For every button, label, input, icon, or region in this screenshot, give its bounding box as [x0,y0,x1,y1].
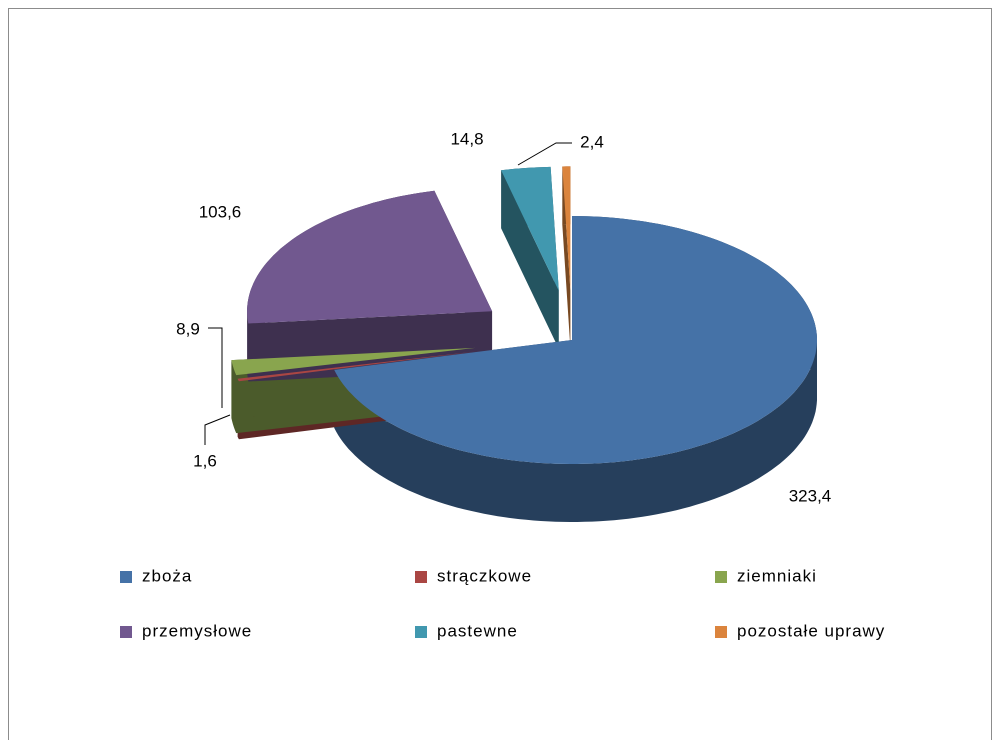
legend-label: przemysłowe [142,621,252,640]
legend-swatch [415,626,427,638]
leader-line [204,414,231,445]
legend-swatch [415,571,427,583]
labels: 323,4 1,6 8,9 103,6 14,8 2,4 zboża strączkowe zi… [120,129,885,640]
legend-label: zboża [142,566,192,585]
leader-line [517,142,572,166]
slice [237,351,477,382]
data-label: 323,4 [789,486,832,505]
slice [231,347,476,376]
legend-label: ziemniaki [737,566,817,585]
leader-line [208,327,223,408]
legend-label: pozostałe uprawy [737,621,885,640]
legend-swatch [715,571,727,583]
legend-swatch [120,571,132,583]
data-label: 103,6 [199,202,242,221]
pie-tops [231,166,817,464]
legend-label: strączkowe [437,566,532,585]
data-label: 1,6 [193,451,217,470]
legend-swatch [120,626,132,638]
slice [247,190,493,324]
slice [501,166,559,291]
data-label: 2,4 [580,132,604,151]
legend-swatch [715,626,727,638]
slice [562,166,571,291]
legend-label: pastewne [437,621,518,640]
data-label: 8,9 [176,319,200,338]
slice [334,216,817,464]
data-label: 14,8 [450,129,483,148]
